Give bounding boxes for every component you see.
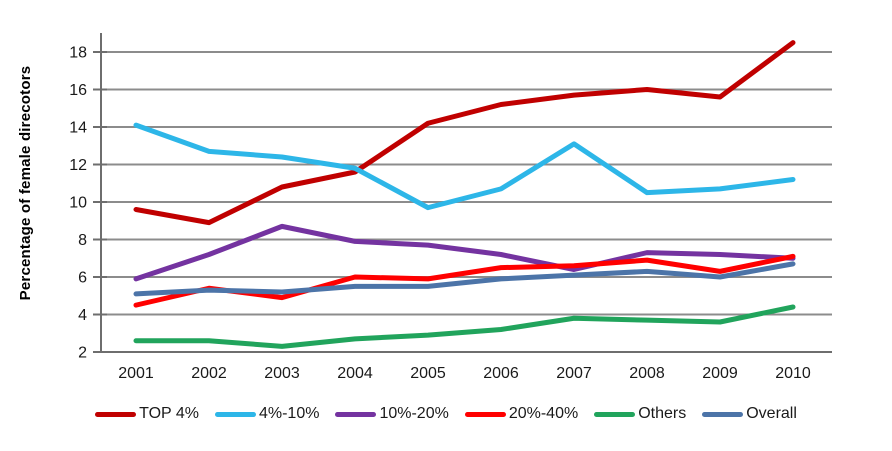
legend-label: TOP 4% <box>139 405 199 422</box>
y-axis-label: 14 <box>69 120 87 137</box>
legend: TOP 4% 4%-10% 10%-20% 20%-40% Others Overall <box>0 401 892 427</box>
legend-item-20-40-: 20%-40% <box>464 405 579 422</box>
x-axis-label: 2002 <box>191 365 227 382</box>
x-axis-label: 2008 <box>629 365 665 382</box>
legend-label: Others <box>638 405 687 422</box>
legend-marker <box>95 411 137 417</box>
x-axis-label: 2007 <box>556 365 592 382</box>
legend-label: 20%-40% <box>508 405 579 422</box>
series-line-4-10- <box>133 122 796 211</box>
legend-marker <box>335 411 377 417</box>
x-axis-label: 2003 <box>264 365 300 382</box>
y-axis-label: 2 <box>78 345 87 362</box>
series-line-overall <box>133 261 796 297</box>
legend-marker <box>702 411 744 417</box>
y-axis-label: 4 <box>78 307 87 324</box>
x-axis-label: 2004 <box>337 365 373 382</box>
y-axis-label: 12 <box>69 157 87 174</box>
legend-marker <box>214 411 256 417</box>
legend-marker <box>464 411 506 417</box>
series-line-others <box>133 304 796 349</box>
y-axis-label: 10 <box>69 195 87 212</box>
x-axis-label: 2010 <box>775 365 811 382</box>
y-axis-label: 6 <box>78 270 87 287</box>
series-line-top-4- <box>133 40 796 226</box>
legend-marker <box>594 411 636 417</box>
legend-item-top-4-: TOP 4% <box>95 406 199 422</box>
series-line-10-20- <box>133 223 796 282</box>
x-axis-label: 2005 <box>410 365 446 382</box>
y-axis-label: 18 <box>69 45 87 62</box>
x-axis-label: 2006 <box>483 365 519 382</box>
y-axis-label: 8 <box>78 232 87 249</box>
legend-item-4-10-: 4%-10% <box>214 405 320 422</box>
legend-item-overall: Overall <box>702 406 797 422</box>
legend-item-10-20-: 10%-20% <box>335 405 449 422</box>
legend-item-others: Others <box>594 406 686 422</box>
legend-label: Overall <box>746 405 797 422</box>
y-axis-label: 16 <box>69 82 87 99</box>
legend-label: 10%-20% <box>379 405 449 422</box>
x-axis-label: 2001 <box>118 365 154 382</box>
legend-label: 4%-10% <box>258 405 320 422</box>
x-axis-label: 2009 <box>702 365 738 382</box>
y-axis-title: Percentage of female direcotors <box>17 65 34 301</box>
